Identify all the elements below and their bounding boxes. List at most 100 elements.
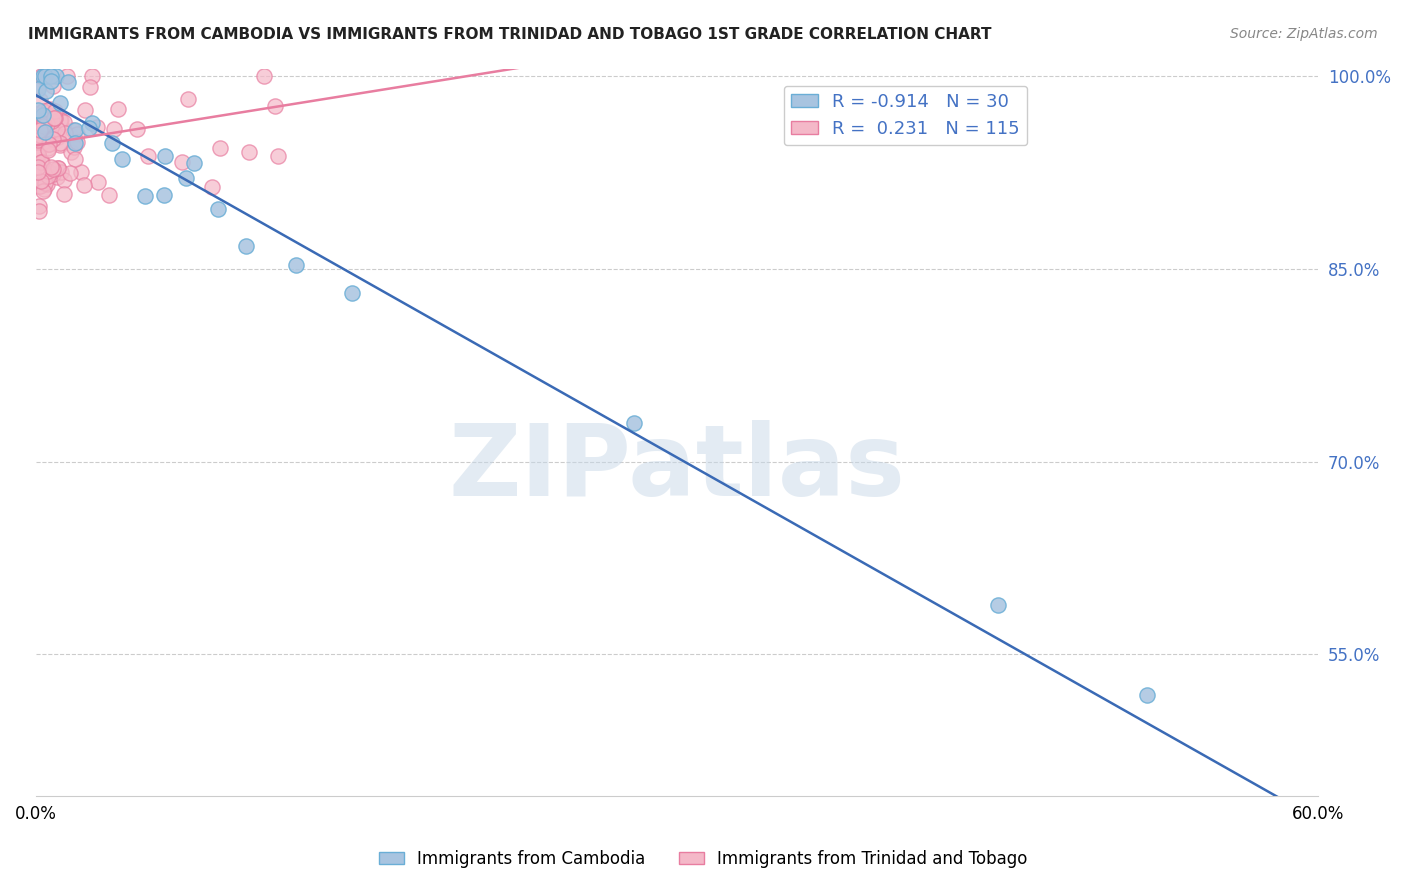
Point bbox=[111, 152, 134, 166]
Point bbox=[27, 135, 49, 149]
Point bbox=[39, 102, 62, 116]
Point bbox=[32, 122, 55, 136]
Point bbox=[27, 165, 49, 179]
Point bbox=[42, 162, 65, 177]
Point bbox=[53, 172, 76, 186]
Point bbox=[34, 112, 56, 127]
Point bbox=[37, 141, 59, 155]
Point bbox=[127, 121, 149, 136]
Point bbox=[177, 91, 200, 105]
Point bbox=[45, 122, 67, 136]
Point bbox=[31, 109, 53, 123]
Point bbox=[30, 69, 52, 83]
Point bbox=[27, 122, 49, 136]
Point bbox=[80, 69, 103, 83]
Point bbox=[37, 137, 59, 152]
Point bbox=[31, 119, 53, 133]
Point bbox=[41, 69, 63, 83]
Point bbox=[31, 128, 53, 142]
Point bbox=[208, 141, 231, 155]
Point bbox=[34, 112, 56, 127]
Point bbox=[97, 188, 120, 202]
Point bbox=[53, 126, 76, 140]
Point bbox=[46, 161, 69, 176]
Point bbox=[87, 175, 110, 189]
Legend: Immigrants from Cambodia, Immigrants from Trinidad and Tobago: Immigrants from Cambodia, Immigrants fro… bbox=[373, 844, 1033, 875]
Point bbox=[63, 140, 86, 154]
Point bbox=[59, 166, 82, 180]
Point bbox=[32, 107, 55, 121]
Point bbox=[30, 123, 52, 137]
Point bbox=[34, 69, 56, 83]
Point bbox=[31, 69, 53, 83]
Point bbox=[31, 155, 53, 169]
Point bbox=[35, 178, 58, 192]
Point bbox=[32, 104, 55, 119]
Point bbox=[37, 143, 59, 157]
Point bbox=[49, 95, 72, 110]
Point bbox=[63, 123, 86, 137]
Point bbox=[174, 171, 197, 186]
Text: IMMIGRANTS FROM CAMBODIA VS IMMIGRANTS FROM TRINIDAD AND TOBAGO 1ST GRADE CORREL: IMMIGRANTS FROM CAMBODIA VS IMMIGRANTS F… bbox=[28, 27, 991, 42]
Point bbox=[103, 121, 125, 136]
Point bbox=[63, 152, 86, 166]
Point bbox=[101, 136, 124, 151]
Point bbox=[27, 148, 49, 162]
Point bbox=[45, 69, 67, 83]
Point bbox=[73, 103, 96, 118]
Point bbox=[38, 126, 60, 140]
Point bbox=[31, 132, 53, 146]
Point bbox=[263, 98, 285, 112]
Point bbox=[39, 160, 62, 174]
Point bbox=[46, 130, 69, 145]
Point bbox=[252, 69, 274, 83]
Point bbox=[49, 113, 72, 128]
Point bbox=[56, 75, 79, 89]
Point bbox=[59, 128, 82, 143]
Point bbox=[30, 128, 52, 142]
Point bbox=[49, 138, 72, 153]
Point bbox=[38, 166, 60, 180]
Point bbox=[266, 149, 288, 163]
Point bbox=[42, 167, 65, 181]
Point bbox=[30, 120, 52, 135]
Point bbox=[73, 178, 96, 192]
Point bbox=[37, 108, 59, 122]
Point bbox=[44, 103, 66, 118]
Text: ZIPatlas: ZIPatlas bbox=[449, 420, 905, 517]
Point bbox=[41, 130, 63, 145]
Point bbox=[27, 147, 49, 161]
Point bbox=[27, 119, 49, 133]
Point bbox=[31, 165, 53, 179]
Point bbox=[37, 117, 59, 131]
Point bbox=[66, 127, 89, 141]
Point bbox=[49, 113, 72, 128]
Point bbox=[27, 78, 49, 93]
Point bbox=[46, 169, 69, 184]
Point bbox=[340, 285, 363, 300]
Point bbox=[134, 189, 156, 203]
Point bbox=[207, 202, 229, 217]
Point bbox=[82, 116, 104, 130]
Point bbox=[201, 180, 224, 194]
Legend: R = -0.914   N = 30, R =  0.231   N = 115: R = -0.914 N = 30, R = 0.231 N = 115 bbox=[783, 86, 1028, 145]
Point bbox=[34, 134, 56, 148]
Point bbox=[49, 136, 72, 151]
Point bbox=[32, 69, 55, 83]
Point bbox=[27, 82, 49, 96]
Point bbox=[27, 163, 49, 178]
Point bbox=[31, 119, 53, 133]
Point bbox=[30, 174, 52, 188]
Point bbox=[37, 169, 59, 183]
Point bbox=[37, 164, 59, 178]
Point bbox=[27, 147, 49, 161]
Point bbox=[183, 155, 205, 169]
Point bbox=[53, 186, 76, 201]
Point bbox=[27, 161, 49, 176]
Point bbox=[28, 120, 51, 134]
Point bbox=[38, 137, 60, 152]
Point bbox=[30, 130, 52, 145]
Point bbox=[86, 120, 108, 134]
Point bbox=[27, 103, 49, 117]
Point bbox=[32, 117, 55, 131]
